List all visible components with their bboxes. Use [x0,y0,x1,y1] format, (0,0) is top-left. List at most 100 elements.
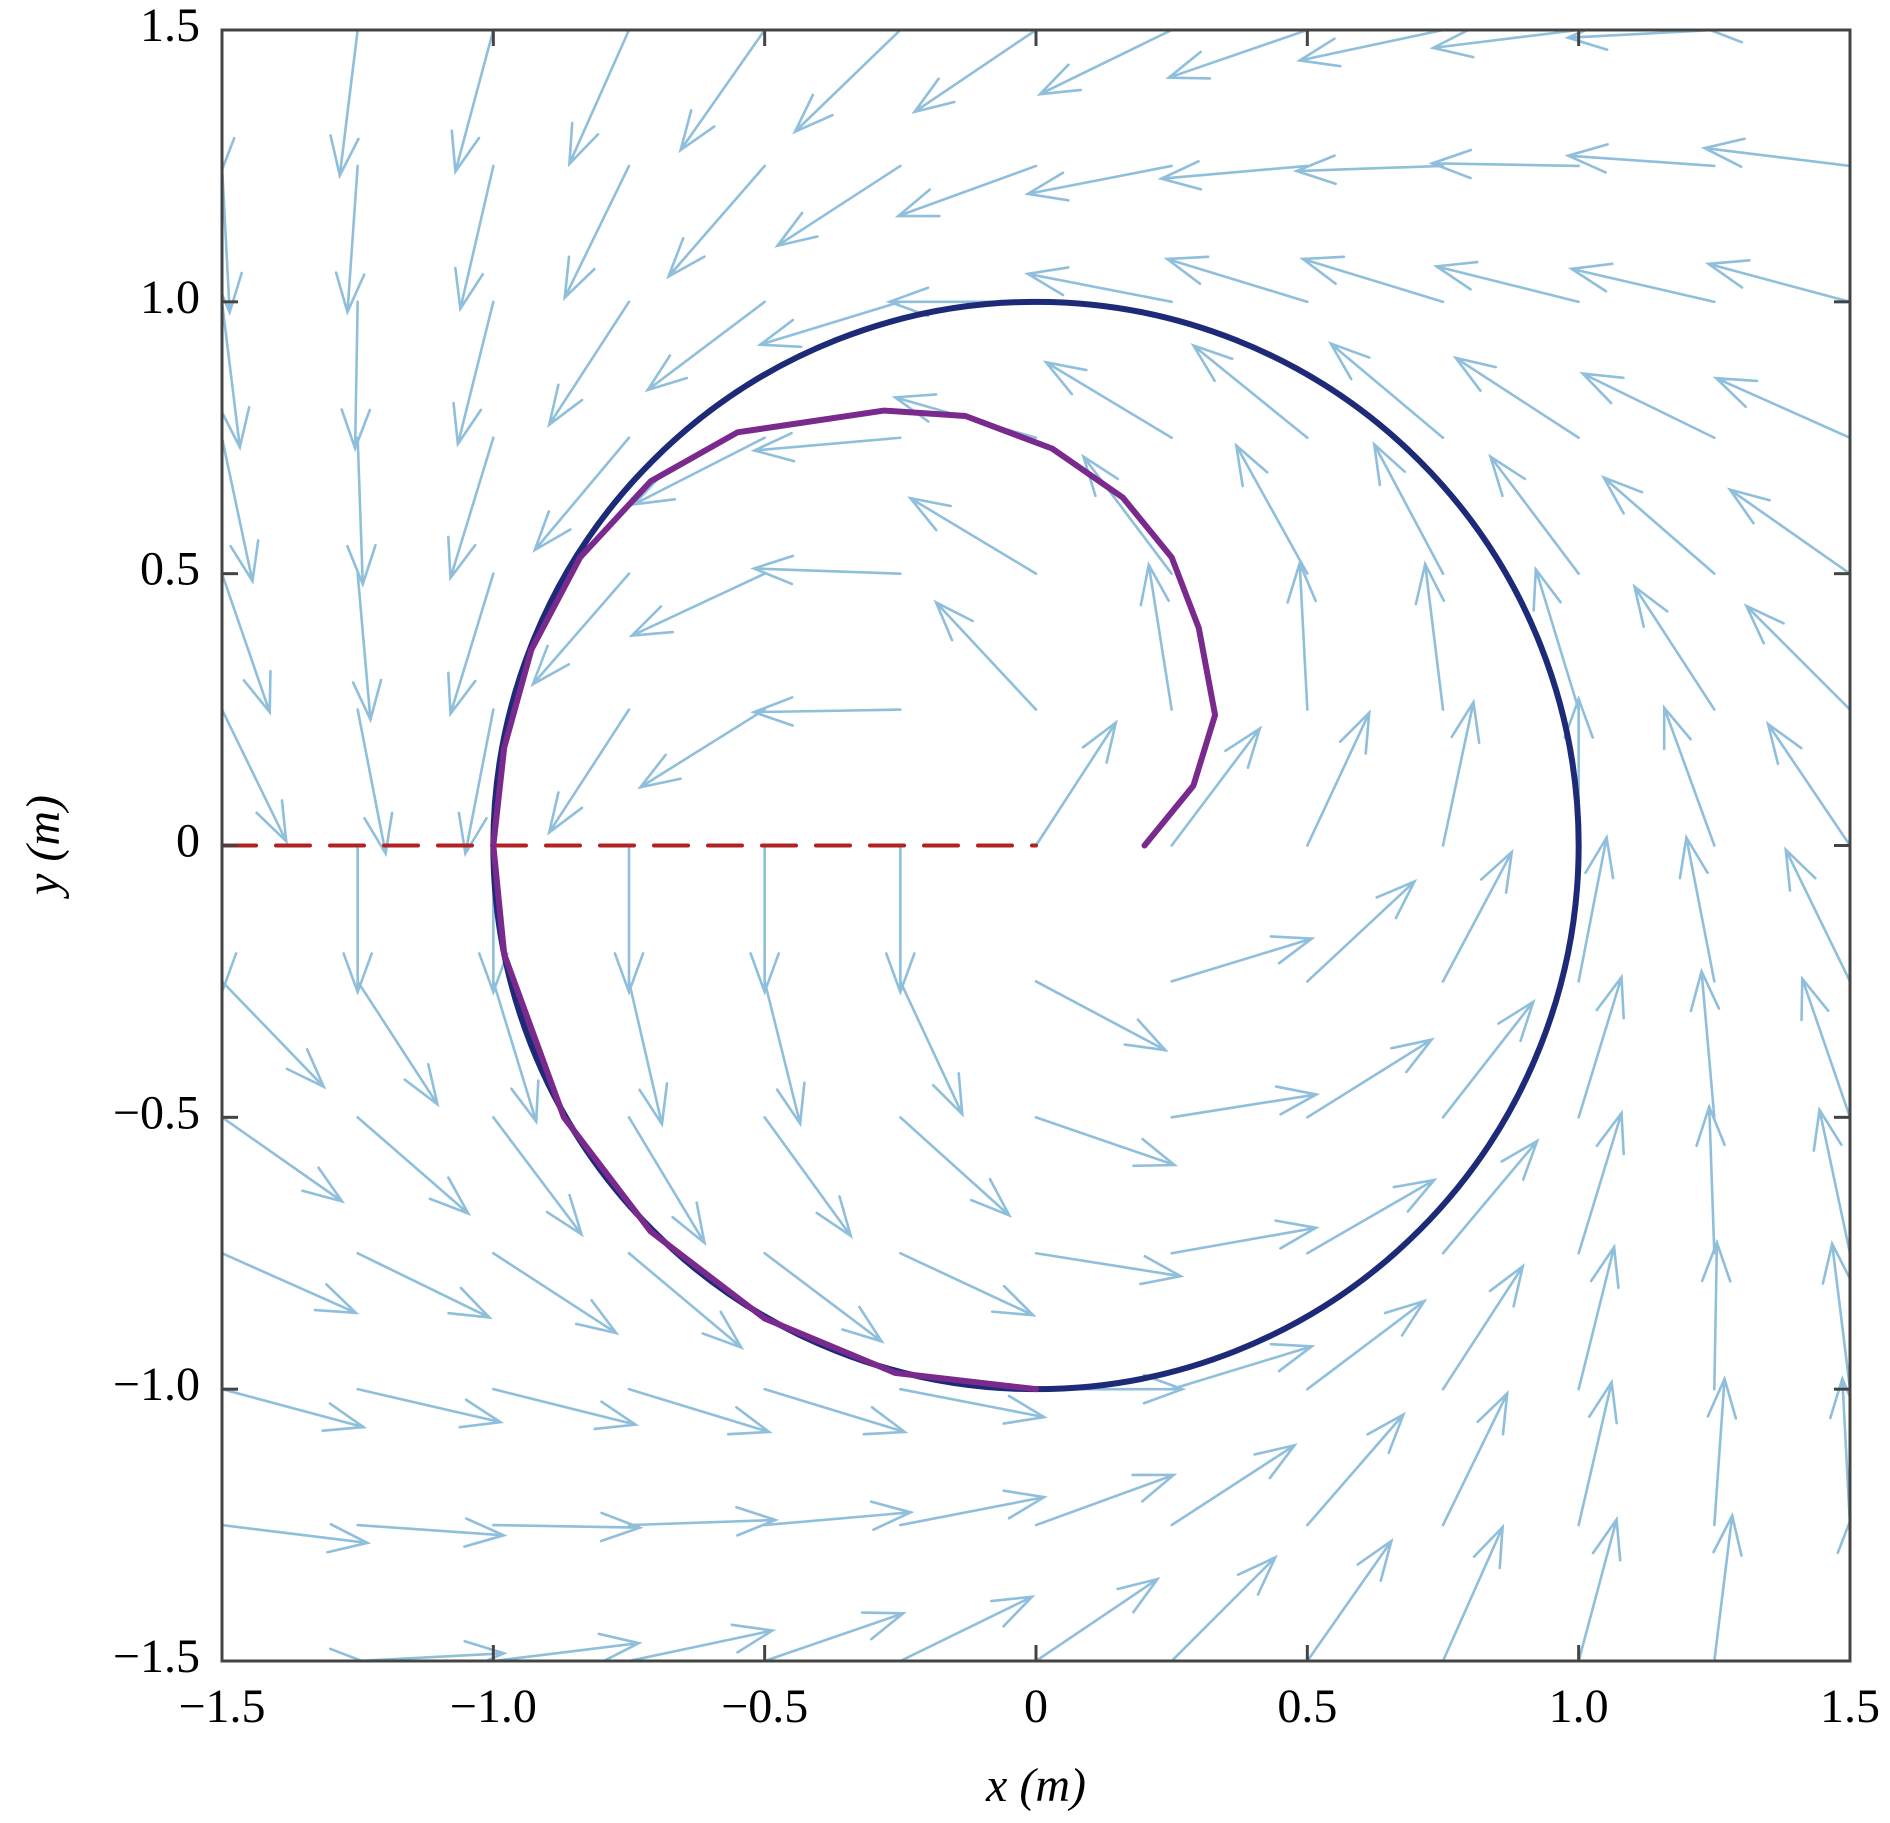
field-arrow [1372,440,1445,575]
field-arrow [1234,442,1309,575]
field-arrow [1286,559,1318,711]
field-arrow [763,1611,907,1661]
field-arrow [1429,30,1580,59]
field-arrow [1441,1138,1540,1255]
field-arrow [1821,1239,1850,1391]
field-arrow [907,496,1038,575]
field-arrow [351,572,383,724]
field-arrow [492,1251,620,1336]
field-arrow [547,708,631,836]
plot-area [222,30,1850,1661]
field-arrow [222,300,251,452]
field-arrow [750,554,902,586]
field-arrow [666,164,766,280]
y-axis-label: y (m) [17,795,70,900]
field-arrow [492,1632,643,1661]
field-arrow [627,980,669,1128]
field-arrow [454,164,495,313]
field-arrow [1700,137,1850,169]
field-arrow [1600,475,1716,575]
field-arrow [1567,262,1716,304]
x-tick-label: 1.0 [1549,1680,1609,1733]
field-arrow [1024,164,1173,202]
field-arrow [899,1251,1037,1317]
field-arrow [222,1387,368,1432]
field-arrow [1306,709,1371,847]
field-arrow [899,980,964,1118]
field-arrow [627,1116,707,1247]
field-arrow [1034,1576,1161,1661]
x-tick-label: −1.5 [178,1680,265,1733]
field-arrow [222,708,288,845]
field-arrow [1306,1178,1438,1255]
field-arrow [222,844,238,996]
field-arrow [356,1116,472,1216]
x-tick-label: 0.5 [1277,1680,1337,1733]
field-arrow [334,164,366,316]
field-arrow [1165,30,1309,80]
field-arrow [1564,143,1716,174]
y-tick-label: 0 [176,815,200,868]
field-arrow [899,1387,1048,1425]
field-arrow [1441,1263,1525,1391]
field-arrow [899,1595,1036,1661]
field-arrow [532,436,631,553]
field-arrow [627,1251,745,1350]
field-arrow [774,164,902,248]
field-arrow [1712,1511,1743,1661]
field-arrow [1170,1554,1278,1661]
field-arrow [899,1116,1013,1218]
field-arrow [1812,1106,1850,1255]
field-arrow [750,696,902,727]
field-arrow [1678,833,1716,983]
field-arrow [1306,1411,1406,1527]
x-axis-label: x (m) [985,1759,1086,1812]
field-arrow [627,1387,773,1436]
field-arrow [492,1387,640,1431]
field-arrow [356,1517,508,1548]
field-arrow [1034,719,1118,847]
field-arrow [1577,1515,1622,1661]
field-arrow [329,30,360,180]
field-arrow [492,1116,584,1238]
field-arrow [222,436,260,585]
field-arrow [792,30,902,135]
field-arrow [933,599,1038,711]
field-arrow [530,572,631,688]
field-arrow [492,980,540,1126]
field-arrow [749,844,781,996]
field-arrow [637,708,766,790]
field-arrow [356,1387,505,1429]
field-arrow [1163,255,1309,304]
field-arrow [894,164,1038,218]
field-arrow [1743,603,1850,711]
field-arrow [1157,160,1309,191]
field-arrow [763,1387,909,1436]
field-arrow [1706,1375,1738,1527]
field-arrow [1170,935,1316,983]
field-arrow [763,980,806,1128]
field-arrow [346,436,377,588]
field-arrow [222,1116,346,1204]
field-arrow [452,300,495,448]
y-tick-label: 1.5 [140,0,200,52]
x-tick-label: −1.0 [450,1680,537,1733]
field-arrow [756,300,902,349]
field-arrow [447,436,495,582]
field-arrow [1306,1537,1394,1661]
x-tick-label: 0 [1024,1680,1048,1733]
field-arrow [750,431,902,463]
field-arrow [457,708,495,858]
field-arrow [644,300,766,393]
field-arrow [1800,975,1850,1119]
field-arrow [630,436,766,506]
field-arrow [1441,998,1536,1119]
y-tick-label: −0.5 [113,1086,200,1139]
field-arrow [1295,30,1445,68]
field-arrow [763,1500,915,1531]
field-arrow [356,1251,493,1320]
field-arrow [1579,371,1716,440]
field-arrow [563,164,631,302]
field-arrow [1488,453,1580,575]
field-arrow [222,1522,372,1554]
